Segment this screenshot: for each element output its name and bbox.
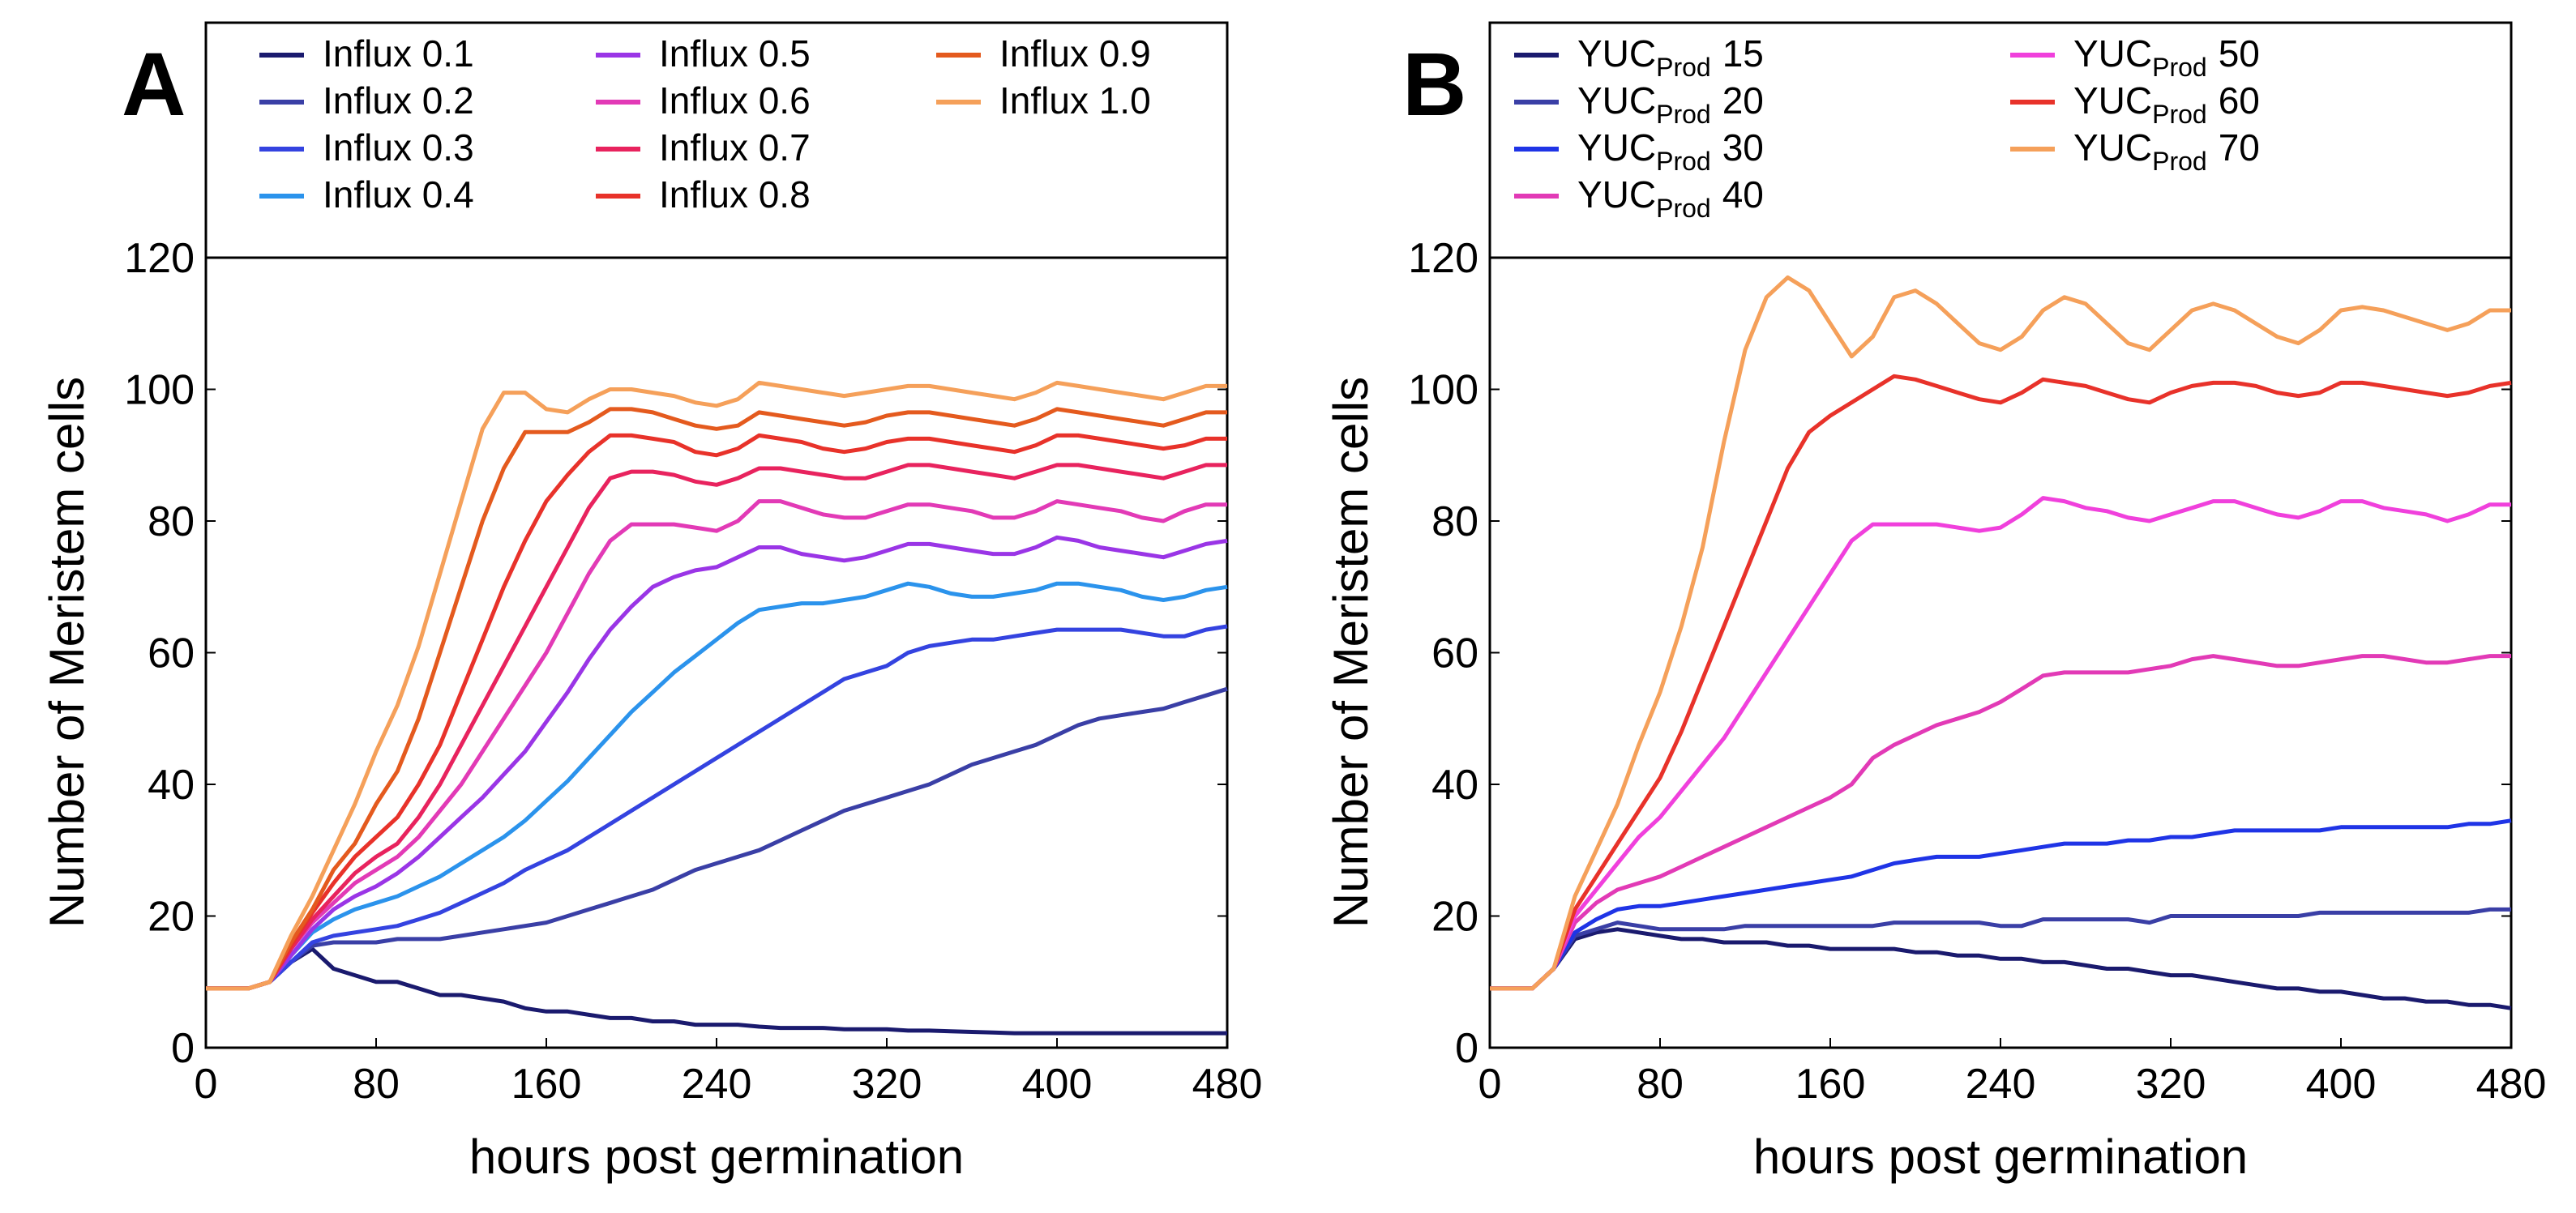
legend-item: YUCProd 50 <box>2010 32 2260 82</box>
x-tick-label: 400 <box>1022 1061 1093 1108</box>
legend-label: Influx 0.2 <box>323 79 474 122</box>
x-tick-label: 80 <box>353 1061 400 1108</box>
legend-item: Influx 0.2 <box>259 79 474 122</box>
panel-b-y-axis-label: Number of Meristem cells <box>1324 377 1378 928</box>
series-line-7 <box>1490 275 2511 991</box>
legend-item: Influx 0.8 <box>596 173 811 216</box>
legend-item: Influx 0.3 <box>259 126 474 169</box>
x-tick-label: 80 <box>1637 1061 1684 1108</box>
y-tick-label: 60 <box>148 630 195 677</box>
legend-label: Influx 0.3 <box>323 126 474 169</box>
x-tick-label: 0 <box>195 1061 218 1108</box>
panel-b-series-lines <box>1490 275 2512 1010</box>
series-line-6 <box>1490 374 2512 991</box>
y-tick-label: 0 <box>171 1025 195 1072</box>
legend-item: YUCProd 20 <box>1514 79 1764 129</box>
panel-a-letter: A <box>122 35 186 135</box>
panel-b-y-ticks: 0 20 40 60 80 100 120 <box>1408 235 2511 1072</box>
series-line-3 <box>206 624 1228 991</box>
series-line-9 <box>206 407 1227 991</box>
series-line-3 <box>1490 818 2512 991</box>
x-tick-label: 480 <box>2476 1061 2547 1108</box>
x-tick-label: 0 <box>1478 1061 1502 1108</box>
series-line-5 <box>206 535 1228 991</box>
legend-item: YUCProd 15 <box>1514 32 1764 82</box>
legend-item: YUCProd 70 <box>2010 126 2260 176</box>
y-tick-label: 80 <box>1431 498 1478 545</box>
panel-b-x-ticks: 0 80 160 240 320 400 480 <box>1478 1038 2547 1108</box>
legend-label: Influx 0.4 <box>323 173 474 216</box>
legend-item: Influx 0.6 <box>596 79 811 122</box>
panel-a-x-ticks: 0 80 160 240 320 400 480 <box>195 1038 1263 1108</box>
series-line-8 <box>206 433 1227 991</box>
y-tick-label: 40 <box>148 762 195 809</box>
panel-a-x-axis-label: hours post germination <box>469 1130 964 1184</box>
legend-label: YUCProd 60 <box>2073 79 2260 129</box>
legend-item: Influx 0.9 <box>936 32 1151 75</box>
legend-label: YUCProd 70 <box>2073 126 2260 176</box>
x-tick-label: 400 <box>2306 1061 2377 1108</box>
legend-item: Influx 0.7 <box>596 126 811 169</box>
series-line-4 <box>1490 654 2511 991</box>
legend-item: Influx 0.4 <box>259 173 474 216</box>
x-tick-label: 480 <box>1192 1061 1263 1108</box>
panel-b-plot-frame <box>1488 256 2513 1049</box>
y-tick-label: 100 <box>1408 367 1478 414</box>
legend-label: Influx 0.6 <box>659 79 811 122</box>
legend-item: YUCProd 40 <box>1514 173 1764 223</box>
panel-a-plot-frame <box>204 256 1229 1049</box>
x-tick-label: 160 <box>1795 1061 1866 1108</box>
x-tick-label: 240 <box>682 1061 752 1108</box>
legend-label: YUCProd 50 <box>2073 32 2260 82</box>
legend-item: YUCProd 60 <box>2010 79 2260 129</box>
legend-label: Influx 0.9 <box>999 32 1151 75</box>
y-tick-label: 20 <box>1431 894 1478 941</box>
y-tick-label: 120 <box>124 235 195 282</box>
legend-label: Influx 0.7 <box>659 126 811 169</box>
legend-item: Influx 1.0 <box>936 79 1151 122</box>
legend-label: Influx 0.1 <box>323 32 474 75</box>
y-tick-label: 60 <box>1431 630 1478 677</box>
series-line-5 <box>1490 496 2511 991</box>
series-line-1 <box>206 946 1227 1036</box>
x-tick-label: 160 <box>511 1061 582 1108</box>
series-line-2 <box>206 686 1228 991</box>
x-tick-label: 320 <box>2136 1061 2206 1108</box>
legend-label: YUCProd 30 <box>1577 126 1764 176</box>
y-tick-label: 20 <box>148 894 195 941</box>
y-tick-label: 40 <box>1431 762 1478 809</box>
y-tick-label: 80 <box>148 498 195 545</box>
series-line-7 <box>206 463 1227 991</box>
legend-item: YUCProd 30 <box>1514 126 1764 176</box>
legend-label: Influx 0.5 <box>659 32 811 75</box>
panel-a-y-axis-label: Number of Meristem cells <box>40 377 94 928</box>
x-tick-label: 240 <box>1966 1061 2036 1108</box>
legend-item: Influx 0.1 <box>259 32 474 75</box>
x-tick-label: 320 <box>852 1061 922 1108</box>
legend-item: Influx 0.5 <box>596 32 811 75</box>
legend-label: YUCProd 20 <box>1577 79 1764 129</box>
panel-b-letter: B <box>1402 35 1466 135</box>
y-tick-label: 120 <box>1408 235 1478 282</box>
series-line-4 <box>206 581 1228 991</box>
legend-label: Influx 1.0 <box>999 79 1151 122</box>
panel-b-x-axis-label: hours post germination <box>1753 1130 2248 1184</box>
y-tick-label: 100 <box>124 367 195 414</box>
legend-label: Influx 0.8 <box>659 173 811 216</box>
series-line-6 <box>206 499 1227 991</box>
legend-label: YUCProd 40 <box>1577 173 1764 223</box>
series-line-2 <box>1490 907 2511 991</box>
legend-label: YUCProd 15 <box>1577 32 1764 82</box>
panel-a-series-lines <box>206 380 1228 1036</box>
panel-a-y-ticks: 0 20 40 60 80 100 120 <box>124 235 1227 1072</box>
series-line-10 <box>206 380 1227 991</box>
y-tick-label: 0 <box>1455 1025 1478 1072</box>
series-line-1 <box>1490 927 2512 1010</box>
